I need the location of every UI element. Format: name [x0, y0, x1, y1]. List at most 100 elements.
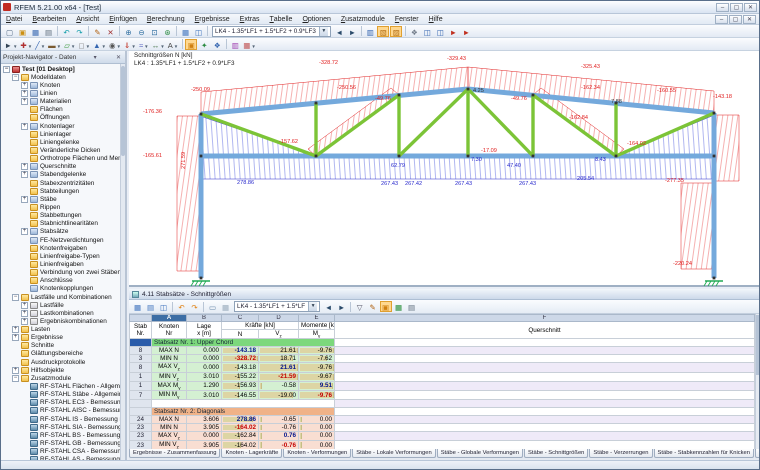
show-tables-icon[interactable]: ▦	[181, 27, 190, 37]
member-icon[interactable]: ▬▼	[48, 40, 62, 50]
tree-expander-icon[interactable]: +	[21, 309, 28, 317]
tree-item[interactable]: + Stabsätze	[1, 228, 120, 236]
tree-expander-icon[interactable]: −	[12, 293, 19, 301]
tree-expander-icon[interactable]: +	[21, 195, 28, 203]
tree-expander-icon[interactable]: +	[12, 334, 19, 342]
group-header-row[interactable]: Stabsatz Nr. 1: Upper Chord	[129, 338, 755, 348]
views-icon[interactable]: ◫	[423, 27, 431, 37]
print-icon[interactable]: ▤	[408, 303, 416, 312]
tree-item[interactable]: Öffnungen	[1, 114, 120, 122]
tree-item[interactable]: Liniengelenke	[1, 138, 120, 146]
result-tab[interactable]: Stäbe - Lokale Verformungen	[352, 449, 436, 458]
imperfection-icon[interactable]: ≈▼	[138, 40, 149, 50]
result-tab[interactable]: Stäbe - Schnittgrößen	[524, 449, 589, 458]
member-number-cell[interactable]: 3	[129, 354, 152, 364]
tree-item[interactable]: + Linien	[1, 89, 120, 97]
display-props-icon[interactable]: ❖	[213, 40, 221, 50]
tree-expander-icon[interactable]: −	[12, 374, 19, 382]
tree-item[interactable]: + Knotenlager	[1, 122, 120, 130]
tree-item[interactable]: RF-STAHL Flächen - Allgemeine	[1, 382, 120, 391]
values-toggle-icon[interactable]: ▨	[390, 25, 403, 37]
tree-item[interactable]: + Stabendgelenke	[1, 171, 120, 179]
minimize-button[interactable]: –	[716, 2, 729, 12]
result-diagram-icon[interactable]: ▥	[231, 40, 239, 50]
column-letter-A[interactable]: A	[151, 314, 187, 322]
hinge-icon[interactable]: ◉▼	[109, 40, 122, 50]
tree-item[interactable]: Rippen	[1, 203, 120, 211]
tree-item[interactable]: Flächen	[1, 106, 120, 114]
table-row[interactable]: 3 MIN N 0.000 -328.72 18.71 -7.62	[129, 354, 755, 364]
tree-item[interactable]: RF-STAHL AISC - Bemessung na	[1, 407, 120, 415]
table-views-icon[interactable]: ◫	[159, 303, 168, 312]
opening-icon[interactable]: ◻▼	[78, 40, 91, 50]
tree-item[interactable]: + Lastkombinationen	[1, 309, 120, 317]
tree-item[interactable]: FE-Netzverdichtungen	[1, 236, 120, 244]
show-panels-icon[interactable]: ◫	[194, 27, 203, 37]
tree-item[interactable]: Knotenkopplungen	[1, 285, 120, 293]
result-tab[interactable]: Stäbe - Globale Verformungen	[436, 449, 523, 458]
color-scale-icon[interactable]: ▣	[379, 301, 392, 312]
tree-item[interactable]: + Ergebniskombinationen	[1, 317, 120, 325]
mdi-minimize-button[interactable]: –	[715, 14, 728, 24]
tree-item[interactable]: + Ergebnisse	[1, 334, 120, 342]
tree-expander-icon[interactable]: +	[21, 301, 28, 309]
member-number-cell[interactable]: 24	[129, 414, 152, 424]
tree-item[interactable]: + Lasten	[1, 326, 120, 334]
tree-item[interactable]: Anschlüsse	[1, 277, 120, 285]
save-icon[interactable]: ▦	[31, 27, 40, 37]
row-header-cell[interactable]	[129, 338, 152, 348]
zoom-all-icon[interactable]: ⊛	[164, 27, 171, 37]
tree-expander-icon[interactable]: +	[21, 89, 28, 97]
tree-expander-icon[interactable]: −	[3, 65, 10, 73]
member-number-cell[interactable]: 23	[129, 440, 152, 449]
visibility-icon[interactable]: ✦	[201, 40, 208, 50]
tree-item[interactable]: + Querschnitte	[1, 163, 120, 171]
prev-icon[interactable]: ◄	[324, 303, 333, 312]
tree-expander-icon[interactable]: +	[21, 122, 28, 130]
tree-item[interactable]: RF-STAHL BS - Bemessung nach	[1, 431, 120, 439]
line-icon[interactable]: ╱▼	[35, 40, 46, 50]
result-tab[interactable]: Ergebnisse - Zusammenfassung	[129, 449, 221, 458]
redo-icon[interactable]: ↷	[76, 27, 83, 37]
member-number-cell[interactable]: 23	[129, 430, 152, 442]
maximize-button[interactable]: ▢	[730, 2, 743, 12]
result-tab[interactable]: Stabschlankheiten	[755, 449, 759, 458]
tree-item[interactable]: Stabbettungen	[1, 212, 120, 220]
member-number-cell[interactable]: 1	[129, 380, 152, 392]
pin-icon[interactable]: ▾	[93, 54, 97, 61]
close-button[interactable]: ✕	[744, 2, 757, 12]
new-icon[interactable]: ▢	[5, 27, 14, 37]
table-scrollbar[interactable]	[755, 314, 759, 449]
tree-expander-icon[interactable]: +	[21, 98, 28, 106]
chevron-down-icon[interactable]: ▼	[308, 302, 318, 311]
tree-item[interactable]: Glättungsbereiche	[1, 350, 120, 358]
zoom-out-icon[interactable]: ⊖	[138, 27, 145, 37]
chevron-down-icon[interactable]: ▼	[318, 26, 328, 36]
select-icon[interactable]: ►▼	[4, 40, 18, 50]
tree-expander-icon[interactable]: −	[12, 73, 19, 81]
tree-item[interactable]: Stabnichtlinearitäten	[1, 220, 120, 228]
table-row[interactable]: 23 MAX Vz 0.000 -162.84 0.76 0.00	[129, 430, 755, 442]
tree-item[interactable]: − Zusatzmodule	[1, 374, 120, 382]
tree-item[interactable]: − Lastfälle und Kombinationen	[1, 293, 120, 301]
delete-icon[interactable]: ✕	[107, 27, 114, 37]
member-number-cell[interactable]: 23	[129, 422, 152, 432]
tree-item[interactable]: + Lastfälle	[1, 301, 120, 309]
print-icon[interactable]: ▤	[44, 27, 53, 37]
member-number-cell[interactable]: 8	[129, 362, 152, 373]
tree-item[interactable]: RF-STAHL IS - Bemessung nach	[1, 415, 120, 423]
member-number-cell[interactable]: 8	[129, 346, 152, 356]
tree-item[interactable]: Schnitte	[1, 342, 120, 350]
tree-item[interactable]: Stabteilungen	[1, 187, 120, 195]
table-export-icon[interactable]: ▤	[146, 303, 155, 312]
tree-expander-icon[interactable]: +	[21, 228, 28, 236]
ruler-icon[interactable]: ▭	[208, 303, 217, 312]
